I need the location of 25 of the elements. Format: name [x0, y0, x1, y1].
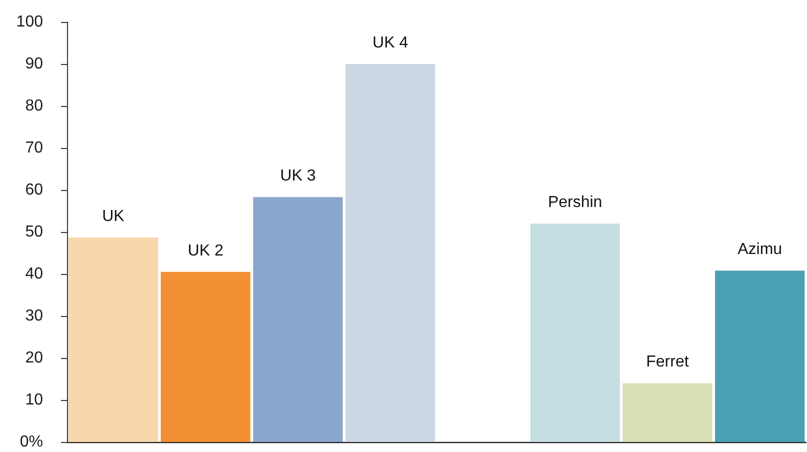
x-tick-label: UK 4 — [372, 34, 408, 52]
y-tick-label: 80 — [25, 98, 44, 114]
y-tick-label: 30 — [25, 308, 44, 324]
bar — [253, 197, 343, 442]
bar — [530, 224, 620, 442]
y-tick-label: 20 — [25, 350, 44, 366]
y-tick-label: 60 — [25, 182, 44, 198]
y-tick-label: 50 — [25, 224, 44, 240]
bar — [715, 270, 805, 442]
bar — [68, 237, 158, 442]
bar — [160, 272, 250, 442]
x-tick-label: Ferret — [646, 354, 690, 371]
y-tick-label: 100 — [16, 14, 44, 30]
y-tick-label: 10 — [25, 392, 44, 408]
y-tick-label: 40 — [25, 266, 44, 282]
y-tick-label: 70 — [25, 140, 44, 156]
x-tick-label: UK — [102, 208, 125, 225]
x-tick-label: UK 2 — [188, 242, 224, 260]
bar — [622, 383, 712, 442]
y-tick-label: 90 — [25, 56, 44, 72]
bar — [346, 64, 436, 442]
y-tick-label: 0% — [20, 434, 43, 450]
x-tick-label: Pershin — [548, 194, 602, 212]
x-tick-label: UK 3 — [280, 168, 316, 185]
x-tick-label: Azimu — [738, 241, 782, 258]
